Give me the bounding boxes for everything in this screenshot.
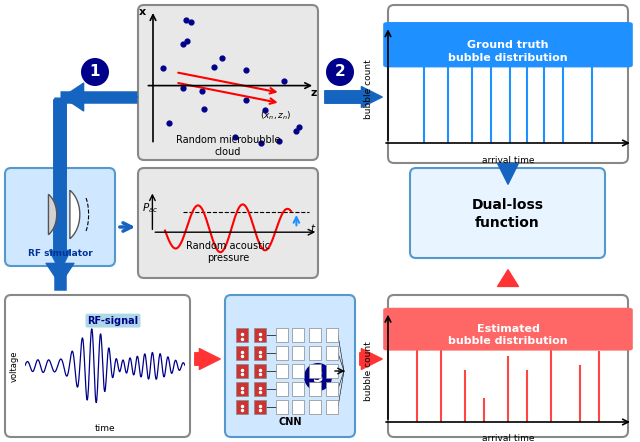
- FancyBboxPatch shape: [383, 22, 633, 67]
- Text: Random acoustic
pressure: Random acoustic pressure: [186, 241, 270, 263]
- Text: time: time: [95, 424, 115, 433]
- Bar: [276, 328, 287, 342]
- Bar: [292, 328, 305, 342]
- Bar: [254, 400, 266, 414]
- Point: [274, 137, 284, 145]
- Bar: [254, 328, 266, 342]
- Point: [241, 97, 251, 104]
- Circle shape: [304, 363, 332, 391]
- Bar: [309, 400, 321, 414]
- Text: z: z: [310, 88, 317, 98]
- Bar: [236, 328, 248, 342]
- Bar: [326, 347, 338, 360]
- Point: [241, 67, 252, 74]
- Point: [230, 133, 241, 140]
- FancyBboxPatch shape: [388, 295, 628, 437]
- Bar: [276, 400, 287, 414]
- FancyBboxPatch shape: [410, 168, 605, 258]
- Bar: [276, 364, 287, 378]
- Bar: [309, 364, 321, 378]
- Bar: [236, 347, 248, 360]
- Text: bubble distribution: bubble distribution: [448, 336, 568, 347]
- Bar: [309, 347, 321, 360]
- Point: [260, 107, 270, 114]
- Text: t: t: [310, 224, 315, 234]
- Text: function: function: [475, 216, 540, 230]
- Point: [178, 41, 188, 48]
- Point: [294, 123, 304, 130]
- Text: x: x: [139, 8, 146, 17]
- Polygon shape: [49, 194, 57, 235]
- Text: arrival time: arrival time: [482, 156, 534, 165]
- Point: [199, 105, 209, 112]
- Bar: [236, 364, 248, 378]
- Text: bubble distribution: bubble distribution: [448, 53, 568, 63]
- Point: [217, 54, 227, 61]
- Bar: [292, 364, 305, 378]
- Point: [158, 65, 168, 72]
- Bar: [326, 328, 338, 342]
- Text: arrival time: arrival time: [482, 434, 534, 442]
- Bar: [292, 347, 305, 360]
- Text: $(x_n, z_n)$: $(x_n, z_n)$: [260, 110, 292, 122]
- Point: [181, 16, 191, 23]
- FancyBboxPatch shape: [383, 308, 633, 351]
- Bar: [254, 364, 266, 378]
- FancyBboxPatch shape: [5, 295, 190, 437]
- Circle shape: [81, 58, 109, 86]
- Text: RF simulator: RF simulator: [28, 249, 92, 259]
- Text: 2: 2: [335, 65, 346, 80]
- Text: Ground truth: Ground truth: [467, 40, 548, 50]
- Bar: [236, 400, 248, 414]
- Point: [197, 87, 207, 94]
- Bar: [236, 382, 248, 396]
- Point: [164, 119, 174, 126]
- Bar: [309, 328, 321, 342]
- Polygon shape: [70, 191, 80, 239]
- Bar: [326, 382, 338, 396]
- FancyBboxPatch shape: [225, 295, 355, 437]
- Bar: [254, 382, 266, 396]
- Text: Random microbubble
cloud: Random microbubble cloud: [176, 135, 280, 157]
- Text: RF-signal: RF-signal: [88, 316, 139, 326]
- Bar: [254, 347, 266, 360]
- Bar: [276, 347, 287, 360]
- Bar: [292, 382, 305, 396]
- FancyBboxPatch shape: [388, 5, 628, 163]
- Point: [209, 64, 219, 71]
- Text: 1: 1: [90, 65, 100, 80]
- Text: 3: 3: [313, 370, 323, 385]
- Text: Dual-loss: Dual-loss: [472, 198, 543, 212]
- Point: [178, 85, 188, 92]
- FancyBboxPatch shape: [138, 5, 318, 160]
- Text: bubble count: bubble count: [364, 59, 373, 119]
- Point: [291, 127, 301, 134]
- Text: $P_{ac}$: $P_{ac}$: [141, 201, 158, 215]
- Text: bubble count: bubble count: [364, 341, 373, 401]
- FancyBboxPatch shape: [138, 168, 318, 278]
- FancyBboxPatch shape: [5, 168, 115, 266]
- Text: CNN: CNN: [278, 417, 301, 427]
- Bar: [276, 382, 287, 396]
- Point: [182, 38, 192, 45]
- Bar: [326, 400, 338, 414]
- Bar: [326, 364, 338, 378]
- Bar: [309, 382, 321, 396]
- Point: [186, 19, 196, 26]
- Text: voltage: voltage: [10, 350, 19, 382]
- Point: [279, 77, 289, 84]
- Bar: [292, 400, 305, 414]
- Circle shape: [326, 58, 354, 86]
- Point: [256, 140, 266, 147]
- Text: Estimated: Estimated: [477, 324, 540, 334]
